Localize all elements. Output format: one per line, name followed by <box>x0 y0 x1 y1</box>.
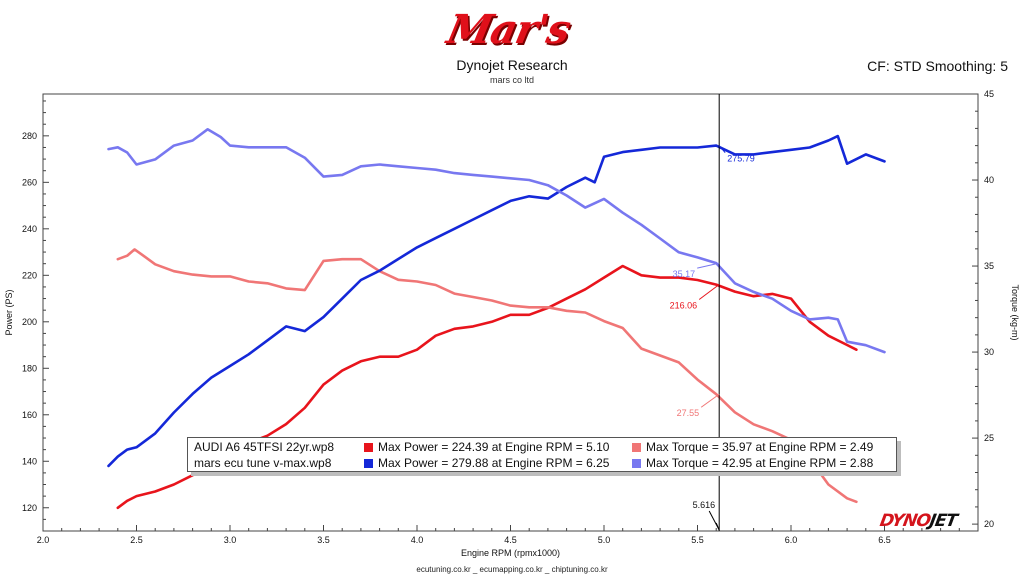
annotation-leader <box>718 145 726 153</box>
cursor-pointer-line <box>708 510 720 531</box>
y-axis-title: Power (PS) <box>4 289 14 335</box>
swatch-power-run2 <box>364 459 373 468</box>
correction-smoothing-label: CF: STD Smoothing: 5 <box>867 58 1008 74</box>
x-tick-label: 5.0 <box>598 535 611 545</box>
y-tick-label: 220 <box>22 270 37 280</box>
annotation-leader <box>698 284 720 300</box>
x-tick-label: 6.0 <box>785 535 798 545</box>
annotation-leader <box>700 393 720 408</box>
series-line-4 <box>107 128 886 354</box>
legend-torque-run2: Max Torque = 42.95 at Engine RPM = 2.88 <box>632 455 873 471</box>
annotation-value: 27.55 <box>677 408 700 418</box>
y-tick-label: 140 <box>22 456 37 466</box>
y-tick-label: 160 <box>22 410 37 420</box>
annotation-value: 275.79 <box>727 154 755 164</box>
legend-file-run2: mars ecu tune v-max.wp8 <box>194 456 332 470</box>
cursor-rpm-label: 5.616 <box>693 500 716 510</box>
x-tick-label: 3.0 <box>224 535 237 545</box>
legend-power-run1: Max Power = 224.39 at Engine RPM = 5.10 <box>364 439 609 455</box>
x-tick-label: 2.0 <box>37 535 50 545</box>
swatch-torque-run1 <box>632 443 641 452</box>
series-line-2 <box>116 248 858 504</box>
x-tick-label: 6.5 <box>878 535 891 545</box>
y-axis-ticks: 120 140 160 180 200 220 240 260 280 <box>22 100 49 532</box>
x-axis-title: Engine RPM (rpmx1000) <box>461 548 560 558</box>
y-tick-label: 260 <box>22 177 37 187</box>
legend-power-run2: Max Power = 279.88 at Engine RPM = 6.25 <box>364 455 609 471</box>
x-axis-ticks: 2.0 2.5 3.0 3.5 4.0 4.5 5.0 5.5 6.0 6.5 <box>37 525 960 545</box>
x-tick-label: 4.0 <box>411 535 424 545</box>
x-tick-label: 3.5 <box>317 535 330 545</box>
y-tick-label: 180 <box>22 363 37 373</box>
chart-legend: AUDI A6 45TFSI 22yr.wp8 Max Power = 224.… <box>187 437 897 472</box>
y2-axis-title: Torque (kg-m) <box>1010 284 1020 340</box>
y2-tick-label: 30 <box>984 347 994 357</box>
y2-tick-label: 35 <box>984 261 994 271</box>
dynojet-logo-jet: JET <box>928 511 959 531</box>
annotation-value: 35.17 <box>673 269 696 279</box>
y-tick-label: 240 <box>22 224 37 234</box>
dynojet-logo: DYNOJET <box>878 511 958 531</box>
y-tick-label: 120 <box>22 503 37 513</box>
legend-power-text-run2: Max Power = 279.88 at Engine RPM = 6.25 <box>378 456 610 470</box>
dynojet-logo-dyno: DYNO <box>878 511 932 531</box>
legend-torque-text-run1: Max Torque = 35.97 at Engine RPM = 2.49 <box>646 440 874 454</box>
x-tick-label: 5.5 <box>691 535 704 545</box>
swatch-torque-run2 <box>632 459 641 468</box>
y2-tick-label: 25 <box>984 433 994 443</box>
y2-tick-label: 45 <box>984 89 994 99</box>
annotation-layer: 275.79 35.17 216.06 27.55 <box>670 145 755 531</box>
annotation-value: 216.06 <box>670 300 698 310</box>
annotation-leader <box>697 262 720 269</box>
y2-axis-ticks: 20 25 30 35 40 45 <box>972 89 994 529</box>
x-tick-label: 4.5 <box>504 535 517 545</box>
legend-file-run1: AUDI A6 45TFSI 22yr.wp8 <box>194 440 335 454</box>
y2-tick-label: 40 <box>984 175 994 185</box>
swatch-power-run1 <box>364 443 373 452</box>
x-tick-label: 2.5 <box>130 535 143 545</box>
y-tick-label: 200 <box>22 317 37 327</box>
legend-power-text-run1: Max Power = 224.39 at Engine RPM = 5.10 <box>378 440 610 454</box>
chart-subtitle: mars co ltd <box>489 75 534 85</box>
y2-tick-label: 20 <box>984 519 994 529</box>
y-tick-label: 280 <box>22 131 37 141</box>
legend-torque-run1: Max Torque = 35.97 at Engine RPM = 2.49 <box>632 439 873 455</box>
legend-torque-text-run2: Max Torque = 42.95 at Engine RPM = 2.88 <box>646 456 874 470</box>
series-line-3 <box>107 134 886 468</box>
chart-title: Dynojet Research <box>456 57 568 73</box>
footer-text: ecutuning.co.kr _ ecumapping.co.kr _ chi… <box>416 565 608 574</box>
